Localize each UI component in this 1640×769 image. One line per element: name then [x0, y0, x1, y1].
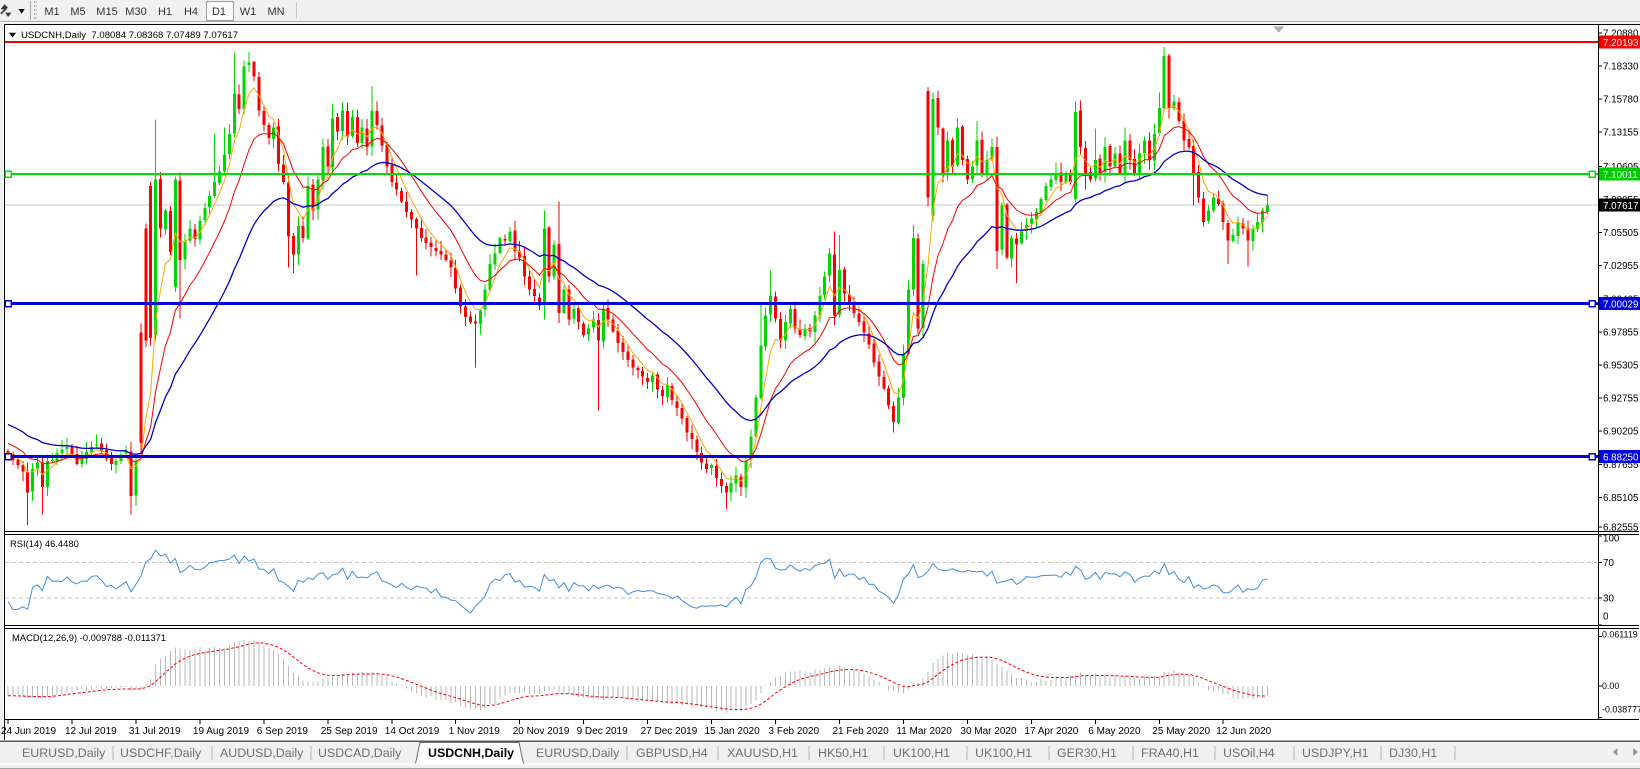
svg-text:D1: D1 — [212, 6, 226, 18]
svg-text:6.90205: 6.90205 — [1603, 427, 1639, 438]
svg-text:-0.038777: -0.038777 — [1602, 705, 1640, 715]
svg-text:0: 0 — [1603, 611, 1609, 622]
svg-text:M30: M30 — [125, 6, 146, 18]
svg-text:6.95305: 6.95305 — [1603, 361, 1639, 372]
svg-text:9 Dec 2019: 9 Dec 2019 — [577, 726, 629, 737]
svg-text:27 Dec 2019: 27 Dec 2019 — [641, 726, 698, 737]
svg-text:7.05505: 7.05505 — [1603, 228, 1639, 239]
svg-text:25 Sep 2019: 25 Sep 2019 — [321, 726, 378, 737]
svg-text:31 Jul 2019: 31 Jul 2019 — [129, 726, 181, 737]
svg-text:H4: H4 — [184, 6, 198, 18]
svg-text:20 Nov 2019: 20 Nov 2019 — [513, 726, 570, 737]
svg-text:100: 100 — [1603, 534, 1620, 545]
svg-text:USDCHF,Daily: USDCHF,Daily — [120, 746, 202, 760]
svg-text:GBPUSD,H4: GBPUSD,H4 — [636, 746, 708, 760]
svg-text:HK50,H1: HK50,H1 — [818, 746, 868, 760]
svg-text:17 Apr 2020: 17 Apr 2020 — [1024, 726, 1078, 737]
svg-text:USDCNH,Daily: USDCNH,Daily — [428, 746, 514, 760]
svg-text:6.87655: 6.87655 — [1603, 460, 1639, 471]
svg-text:UK100,H1: UK100,H1 — [893, 746, 950, 760]
svg-text:UK100,H1: UK100,H1 — [975, 746, 1032, 760]
svg-text:6.85105: 6.85105 — [1603, 493, 1639, 504]
svg-text:30: 30 — [1603, 594, 1614, 605]
svg-text:XAUUSD,H1: XAUUSD,H1 — [727, 746, 798, 760]
svg-text:DJ30,H1: DJ30,H1 — [1389, 746, 1437, 760]
svg-text:0.061119: 0.061119 — [1602, 630, 1638, 640]
svg-text:6.97855: 6.97855 — [1603, 327, 1639, 338]
svg-text:RSI(14) 46.4480: RSI(14) 46.4480 — [10, 538, 79, 549]
svg-text:0.00: 0.00 — [1602, 681, 1619, 691]
svg-text:7.18330: 7.18330 — [1603, 62, 1639, 73]
svg-text:EURUSD,Daily: EURUSD,Daily — [22, 746, 106, 760]
svg-text:6.82555: 6.82555 — [1603, 523, 1639, 534]
svg-text:19 Aug 2019: 19 Aug 2019 — [193, 726, 250, 737]
svg-text:EURUSD,Daily: EURUSD,Daily — [536, 746, 620, 760]
svg-text:7.10011: 7.10011 — [1603, 170, 1638, 181]
svg-text:25 May 2020: 25 May 2020 — [1152, 726, 1210, 737]
svg-text:6 Sep 2019: 6 Sep 2019 — [257, 726, 309, 737]
svg-text:M5: M5 — [70, 6, 85, 18]
svg-text:7.15780: 7.15780 — [1603, 95, 1639, 106]
svg-text:12 Jun 2020: 12 Jun 2020 — [1216, 726, 1271, 737]
svg-text:M1: M1 — [44, 6, 59, 18]
svg-text:USDCAD,Daily: USDCAD,Daily — [318, 746, 402, 760]
svg-text:MN: MN — [267, 6, 284, 18]
svg-text:FRA40,H1: FRA40,H1 — [1141, 746, 1199, 760]
svg-text:6.92755: 6.92755 — [1603, 394, 1639, 405]
svg-text:6 May 2020: 6 May 2020 — [1088, 726, 1141, 737]
svg-text:7.07617: 7.07617 — [1603, 201, 1638, 212]
svg-text:AUDUSD,Daily: AUDUSD,Daily — [220, 746, 304, 760]
svg-text:1 Nov 2019: 1 Nov 2019 — [449, 726, 501, 737]
svg-text:14 Oct 2019: 14 Oct 2019 — [385, 726, 440, 737]
svg-text:7.02955: 7.02955 — [1603, 261, 1639, 272]
svg-text:7.20880: 7.20880 — [1603, 28, 1639, 39]
svg-text:7.13155: 7.13155 — [1603, 128, 1639, 139]
svg-text:7.10605: 7.10605 — [1603, 162, 1639, 173]
svg-text:24 Jun 2019: 24 Jun 2019 — [1, 726, 56, 737]
svg-text:USOil,H4: USOil,H4 — [1223, 746, 1275, 760]
svg-text:21 Feb 2020: 21 Feb 2020 — [833, 726, 890, 737]
svg-text:GER30,H1: GER30,H1 — [1057, 746, 1117, 760]
svg-text:7.20193: 7.20193 — [1603, 38, 1639, 49]
svg-text:7.00029: 7.00029 — [1603, 300, 1638, 311]
svg-text:70: 70 — [1603, 558, 1614, 569]
svg-text:6.88250: 6.88250 — [1603, 453, 1639, 464]
svg-text:H1: H1 — [158, 6, 172, 18]
svg-text:USDJPY,H1: USDJPY,H1 — [1302, 746, 1369, 760]
svg-text:M15: M15 — [96, 6, 117, 18]
svg-text:USDCNH,Daily 7.08084 7.08368: USDCNH,Daily 7.08084 7.08368 7.07489 7.0… — [21, 30, 238, 41]
svg-text:W1: W1 — [240, 6, 257, 18]
svg-text:3 Feb 2020: 3 Feb 2020 — [769, 726, 820, 737]
svg-text:12 Jul 2019: 12 Jul 2019 — [65, 726, 117, 737]
svg-text:15 Jan 2020: 15 Jan 2020 — [705, 726, 760, 737]
svg-text:11 Mar 2020: 11 Mar 2020 — [896, 726, 952, 737]
svg-text:MACD(12,26,9) -0.009788 -0.011: MACD(12,26,9) -0.009788 -0.011371 — [12, 632, 166, 643]
svg-text:30 Mar 2020: 30 Mar 2020 — [960, 726, 1017, 737]
